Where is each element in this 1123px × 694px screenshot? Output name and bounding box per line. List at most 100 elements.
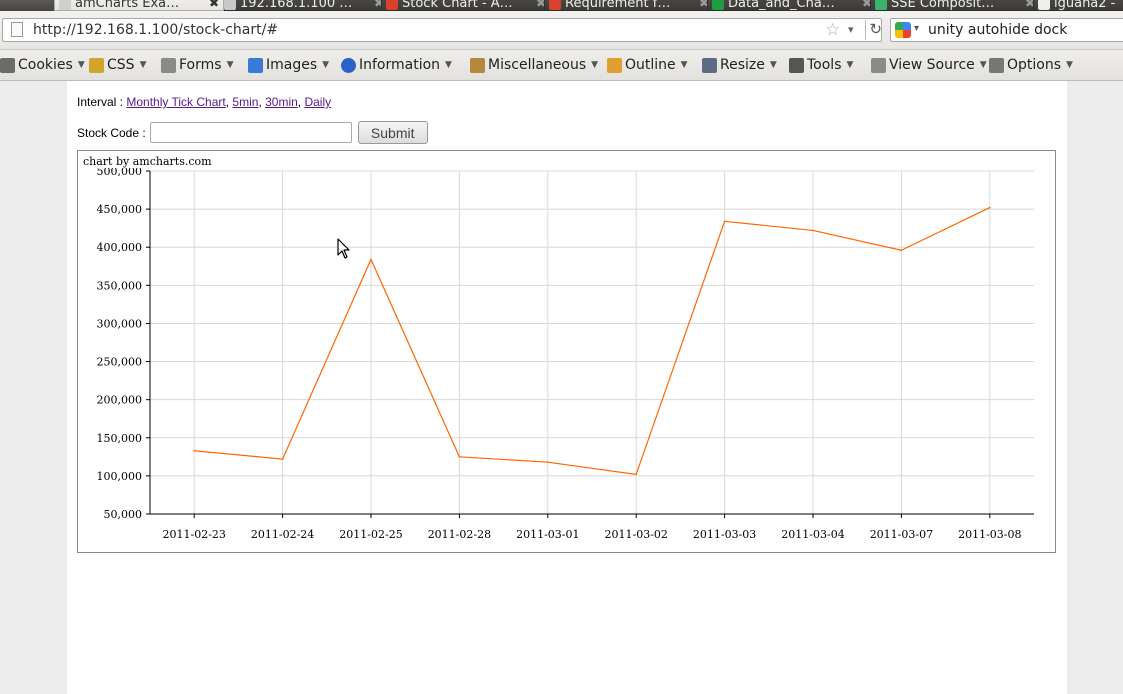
x-tick-label: 2011-03-07 xyxy=(870,528,933,541)
chevron-down-icon: ▼ xyxy=(979,60,987,70)
tab-close-icon[interactable]: ✖ xyxy=(861,0,872,10)
page-content: Interval : Monthly Tick Chart, 5min, 30m… xyxy=(67,81,1067,694)
interval-link-5min[interactable]: 5min xyxy=(232,95,259,109)
series-line-segment xyxy=(194,450,283,460)
toolbar-menu-tools[interactable]: Tools ▼ xyxy=(789,55,853,75)
chevron-down-icon: ▼ xyxy=(226,60,234,70)
resize-icon xyxy=(702,57,717,73)
submit-button[interactable]: Submit xyxy=(357,121,428,144)
tab-favicon-icon xyxy=(224,0,236,10)
tab-label: SSE Composit… xyxy=(891,0,995,11)
data-point xyxy=(281,458,284,460)
stock-code-row: Stock Code : Submit xyxy=(77,121,428,144)
chevron-down-icon: ▼ xyxy=(1066,60,1073,70)
tab-5[interactable]: Data_and_Cha… ✖ xyxy=(707,0,877,11)
series-line-segment xyxy=(459,456,548,463)
toolbar-menu-images[interactable]: Images ▼ xyxy=(248,55,329,75)
cookie-icon xyxy=(0,57,15,73)
page-icon xyxy=(11,22,23,37)
y-tick-label: 250,000 xyxy=(97,356,143,369)
y-tick-label: 200,000 xyxy=(97,394,143,407)
chevron-down-icon: ▼ xyxy=(139,60,147,70)
tab-favicon-icon xyxy=(549,0,561,10)
toolbar-menu-cookies[interactable]: Cookies ▼ xyxy=(0,55,85,75)
data-point xyxy=(458,456,461,458)
data-point xyxy=(370,258,372,261)
toolbar-menu-options[interactable]: Options ▼ xyxy=(989,55,1073,75)
series-line-segment xyxy=(370,259,460,458)
x-tick-label: 2011-03-02 xyxy=(604,528,667,541)
chevron-down-icon: ▼ xyxy=(769,60,777,70)
address-bar[interactable]: http://192.168.1.100/stock-chart/# ☆ ▾ ↻ xyxy=(2,18,882,42)
data-point xyxy=(547,461,549,463)
tab-4[interactable]: Requirement f… ✖ xyxy=(544,0,714,11)
y-tick-label: 400,000 xyxy=(97,241,143,254)
forms-icon xyxy=(161,57,176,73)
toolbar-menu-label: Forms xyxy=(179,57,222,73)
toolbar-menu-resize[interactable]: Resize ▼ xyxy=(702,55,777,75)
tab-label: iguana2 - xyxy=(1054,0,1116,11)
x-tick-label: 2011-03-01 xyxy=(516,528,579,541)
web-developer-toolbar: Cookies ▼ CSS ▼ Forms ▼ Images ▼ Information ▼ Mis… xyxy=(0,50,1123,81)
chart-container: 50,000 100,000 150,000 200,000 250,000 300,00… xyxy=(77,150,1056,553)
history-dropdown-icon[interactable]: ▾ xyxy=(848,23,854,36)
search-query[interactable]: unity autohide dock xyxy=(928,22,1068,38)
toolbar-menu-information[interactable]: Information ▼ xyxy=(341,55,452,75)
toolbar-menu-label: Resize xyxy=(720,57,765,73)
toolbar-menu-miscellaneous[interactable]: Miscellaneous ▼ xyxy=(470,55,598,75)
line-chart: 50,000 100,000 150,000 200,000 250,000 300,00… xyxy=(97,165,1034,541)
tab-close-icon[interactable]: ✖ xyxy=(535,0,546,10)
toolbar-menu-view-source[interactable]: View Source ▼ xyxy=(871,55,987,75)
chevron-down-icon: ▼ xyxy=(591,60,599,70)
tab-close-icon[interactable]: ✖ xyxy=(1024,0,1035,10)
tab-close-icon[interactable]: ✖ xyxy=(698,0,709,10)
toolbar-menu-outline[interactable]: Outline ▼ xyxy=(607,55,688,75)
tab-label: Data_and_Cha… xyxy=(728,0,835,11)
tab-7[interactable]: iguana2 -✖ xyxy=(1033,0,1123,11)
stock-code-input[interactable] xyxy=(149,122,352,143)
toolbar-menu-label: Information xyxy=(359,57,441,73)
toolbar-menu-css[interactable]: CSS ▼ xyxy=(89,55,146,75)
y-tick-label: 450,000 xyxy=(97,203,143,216)
tab-2[interactable]: 192.168.1.100 … ✖ xyxy=(219,0,389,11)
series-line-segment xyxy=(547,461,637,475)
tab-1[interactable]: amCharts Exa… ✖ xyxy=(54,0,224,11)
data-point xyxy=(723,220,726,223)
tab-favicon-icon xyxy=(875,0,887,10)
toolbar-menu-forms[interactable]: Forms ▼ xyxy=(161,55,233,75)
images-icon xyxy=(248,57,263,73)
mouse-cursor-icon xyxy=(337,238,350,259)
search-bar[interactable]: ▾ unity autohide dock xyxy=(890,18,1123,42)
series-line-segment xyxy=(282,259,372,460)
stock-code-label: Stock Code : xyxy=(77,125,146,140)
series-line-segment xyxy=(812,229,902,251)
tab-close-icon[interactable]: ✖ xyxy=(373,0,384,10)
x-tick-label: 2011-02-25 xyxy=(339,528,402,541)
series-line-segment xyxy=(901,207,991,251)
chart-credit[interactable]: chart by amcharts.com xyxy=(83,155,214,168)
search-engine-dropdown-icon[interactable]: ▾ xyxy=(914,23,920,34)
reload-icon[interactable]: ↻ xyxy=(865,20,882,40)
x-tick-label: 2011-02-24 xyxy=(251,528,314,541)
search-engine-icon[interactable] xyxy=(895,22,911,38)
chevron-down-icon: ▼ xyxy=(846,60,854,70)
tab-6[interactable]: SSE Composit… ✖ xyxy=(870,0,1040,11)
toolbar-menu-label: View Source xyxy=(889,57,975,73)
tab-close-icon[interactable]: ✖ xyxy=(208,0,219,10)
interval-link-daily[interactable]: Daily xyxy=(304,95,332,109)
bookmark-star-icon[interactable]: ☆ xyxy=(825,20,841,40)
interval-link-30min[interactable]: 30min xyxy=(265,95,298,109)
x-tick-label: 2011-03-08 xyxy=(958,528,1021,541)
tab-3[interactable]: Stock Chart - A… ✖ xyxy=(381,0,551,11)
tab-label: Stock Chart - A… xyxy=(402,0,513,11)
data-point xyxy=(635,473,637,476)
tab-favicon-icon xyxy=(386,0,398,10)
series-line-segment xyxy=(635,221,726,475)
address-url[interactable]: http://192.168.1.100/stock-chart/# xyxy=(33,22,279,38)
y-tick-label: 150,000 xyxy=(97,432,143,445)
chevron-down-icon: ▼ xyxy=(445,60,452,70)
miscellaneous-icon xyxy=(470,57,485,73)
chevron-down-icon: ▼ xyxy=(680,60,688,70)
interval-link-monthly[interactable]: Monthly Tick Chart xyxy=(126,95,226,109)
y-tick-label: 100,000 xyxy=(97,470,143,483)
